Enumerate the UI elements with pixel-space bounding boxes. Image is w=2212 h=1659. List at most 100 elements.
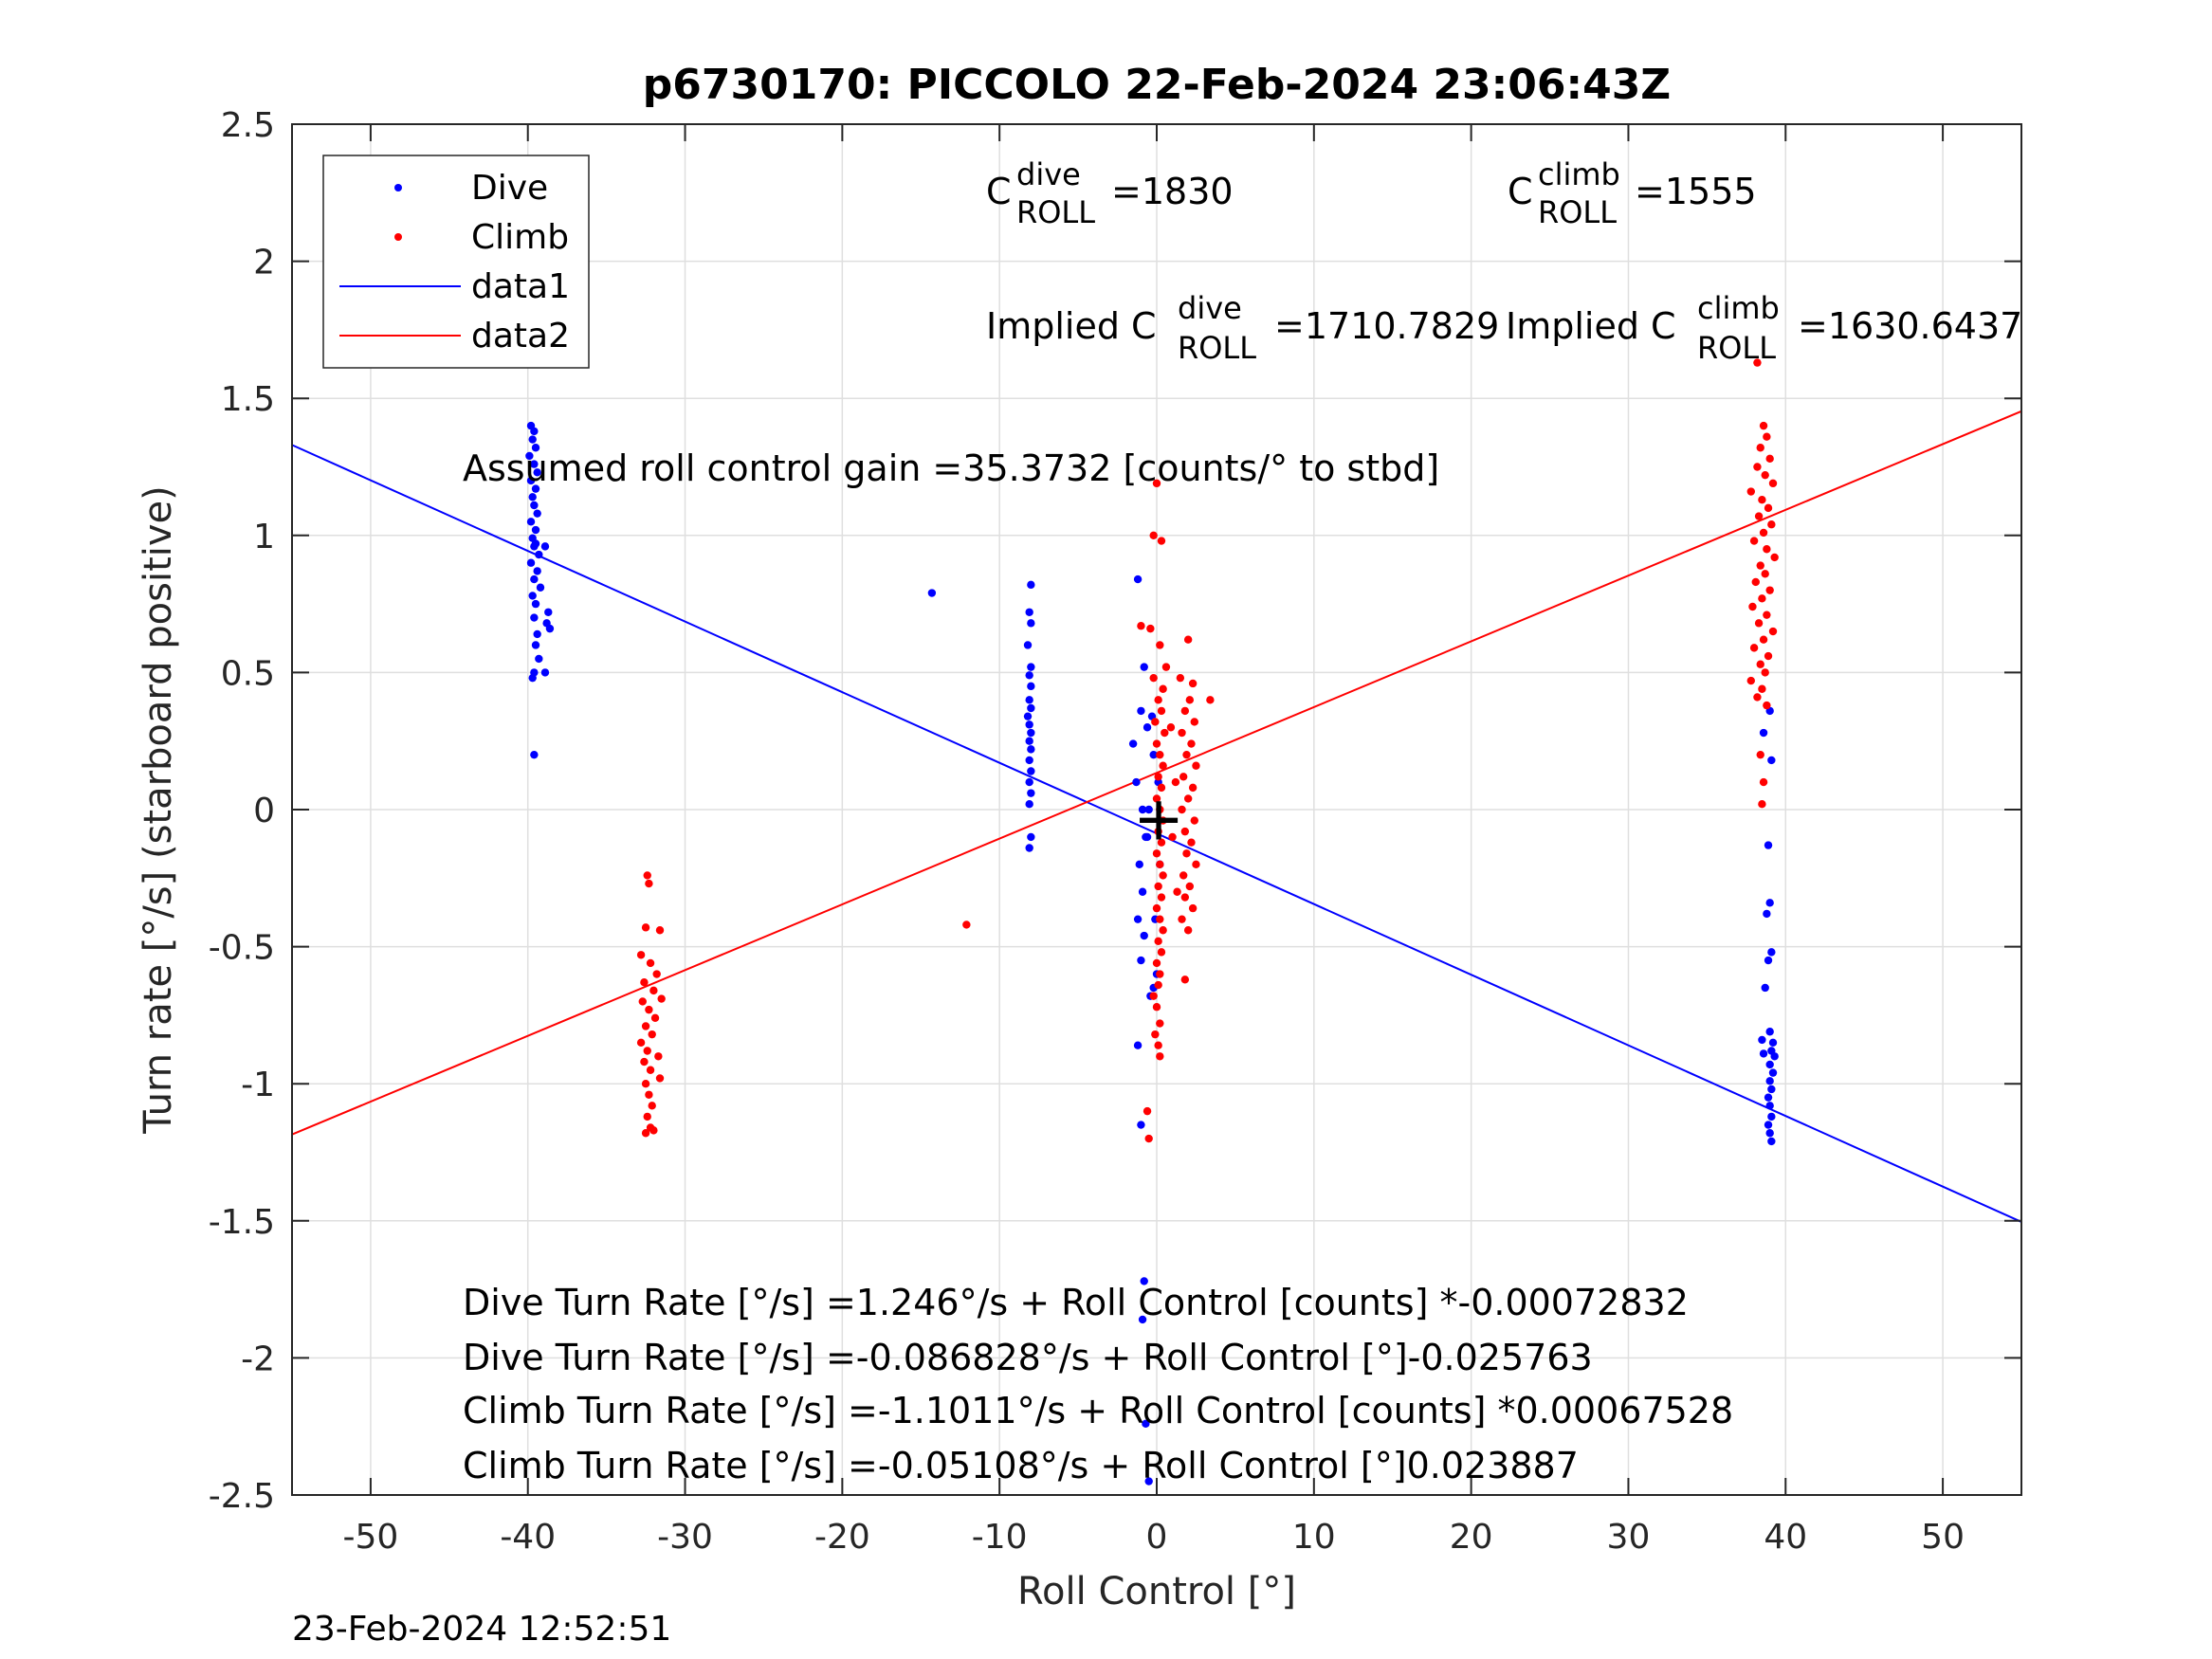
- dive-point: [1758, 1035, 1766, 1045]
- climb-point: [646, 958, 655, 968]
- data-points: [525, 358, 1779, 1486]
- equation-climb-degrees: Climb Turn Rate [°/s] =-0.05108°/s + Rol…: [463, 1445, 1579, 1486]
- svg-text:ROLL: ROLL: [1697, 330, 1776, 366]
- svg-text:=1630.6437: =1630.6437: [1798, 305, 2022, 347]
- dive-point: [540, 668, 550, 677]
- dive-point: [1025, 737, 1033, 745]
- climb-point: [1754, 619, 1764, 628]
- climb-point: [1754, 512, 1764, 520]
- equation-climb-counts: Climb Turn Rate [°/s] =-1.1011°/s + Roll…: [463, 1390, 1733, 1431]
- climb-point: [648, 1102, 656, 1110]
- legend-label-climb: Climb: [471, 218, 569, 257]
- svg-text:ROLL: ROLL: [1538, 194, 1617, 230]
- dive-point: [1025, 777, 1033, 787]
- dive-point: [1128, 739, 1138, 748]
- climb-point: [650, 1013, 660, 1022]
- climb-point: [1753, 693, 1762, 702]
- climb-point: [1758, 496, 1766, 504]
- climb-point: [1159, 871, 1167, 880]
- climb-point: [1159, 684, 1167, 693]
- x-tick-label: 0: [1146, 1518, 1168, 1557]
- fit-line-data2: [291, 410, 2022, 1136]
- climb-point: [640, 1057, 649, 1066]
- annotation-c-dive: C dive ROLL =1830: [986, 156, 1234, 230]
- climb-point: [962, 921, 971, 929]
- x-tick-label: -30: [657, 1518, 713, 1557]
- legend-swatch-climb: [394, 233, 402, 241]
- climb-point: [1759, 421, 1768, 430]
- climb-point: [654, 1052, 663, 1061]
- svg-text:ROLL: ROLL: [1178, 330, 1256, 366]
- dive-point: [1023, 641, 1033, 649]
- dive-point: [1765, 1028, 1774, 1036]
- climb-point: [1187, 838, 1196, 847]
- climb-point: [1183, 635, 1193, 644]
- x-tick-label: 50: [1921, 1518, 1965, 1557]
- dive-point: [535, 654, 543, 664]
- dive-point: [526, 518, 536, 526]
- climb-point: [1759, 635, 1768, 644]
- climb-point: [1154, 1041, 1162, 1049]
- climb-point: [1152, 958, 1161, 968]
- climb-point: [1159, 761, 1167, 770]
- dive-point: [531, 641, 540, 649]
- climb-point: [638, 997, 647, 1006]
- dive-point: [1764, 1093, 1773, 1102]
- climb-point: [1178, 915, 1186, 923]
- climb-point: [655, 926, 665, 935]
- series-dive: [525, 421, 1779, 1486]
- dive-point: [1764, 956, 1773, 965]
- timestamp: 23-Feb-2024 12:52:51: [292, 1610, 671, 1649]
- climb-point: [636, 951, 646, 959]
- dive-point: [927, 589, 937, 597]
- dive-point: [530, 427, 539, 436]
- climb-point: [1156, 805, 1164, 814]
- y-tick-label: -2: [241, 1340, 275, 1378]
- x-tick-label: -50: [343, 1518, 399, 1557]
- climb-point: [1763, 545, 1771, 554]
- dive-point: [528, 435, 537, 444]
- dive-point: [1759, 1049, 1768, 1058]
- dive-point: [533, 468, 541, 477]
- climb-point: [1152, 479, 1161, 488]
- dive-point: [1025, 671, 1033, 680]
- dive-point: [1765, 1102, 1774, 1110]
- series-climb: [636, 358, 1779, 1143]
- climb-point: [1157, 893, 1166, 902]
- climb-point: [643, 1112, 651, 1121]
- climb-point: [1159, 926, 1167, 935]
- dive-point: [1027, 832, 1035, 842]
- y-tick-label: 1: [253, 518, 275, 556]
- climb-point: [1183, 794, 1193, 803]
- dive-point: [1144, 1477, 1153, 1486]
- climb-point: [1154, 696, 1162, 704]
- dive-point: [1144, 805, 1153, 814]
- climb-point: [1759, 777, 1768, 787]
- climb-point: [1753, 358, 1762, 367]
- climb-point: [1183, 926, 1193, 935]
- dive-point: [531, 599, 540, 609]
- dive-point: [1135, 860, 1143, 869]
- svg-text:=1710.7829: =1710.7829: [1274, 305, 1499, 347]
- climb-point: [1171, 777, 1180, 787]
- dive-point: [1027, 745, 1035, 754]
- climb-point: [655, 1074, 665, 1083]
- climb-point: [1756, 444, 1764, 452]
- climb-point: [652, 970, 661, 978]
- climb-point: [1161, 663, 1171, 671]
- dive-point: [531, 484, 540, 493]
- dive-point: [1764, 841, 1773, 849]
- dive-point: [540, 542, 550, 551]
- dive-point: [1138, 887, 1147, 896]
- climb-point: [1751, 577, 1760, 587]
- dive-point: [531, 444, 540, 452]
- climb-point: [1761, 668, 1769, 677]
- x-tick-label: 40: [1764, 1518, 1807, 1557]
- climb-point: [1190, 816, 1198, 825]
- y-tick-label: -0.5: [209, 929, 275, 968]
- climb-point: [646, 1066, 655, 1074]
- dive-point: [1027, 728, 1035, 738]
- dive-point: [1025, 756, 1033, 765]
- dive-point: [530, 574, 539, 584]
